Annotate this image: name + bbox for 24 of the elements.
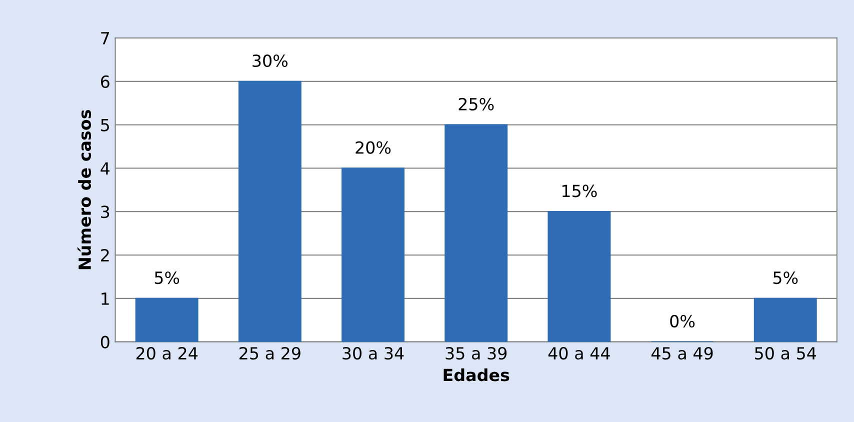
x-tick-label: 20 a 24 bbox=[136, 346, 198, 360]
y-tick-label: 7 bbox=[101, 32, 110, 44]
y-axis-title: Número de casos bbox=[77, 110, 92, 270]
annotation: 30% bbox=[252, 54, 288, 68]
y-tick-label: 2 bbox=[101, 248, 109, 262]
y-tick-label: 3 bbox=[101, 206, 110, 218]
annotation: 0% bbox=[670, 314, 695, 328]
y-tick-label: 1 bbox=[102, 292, 109, 305]
x-tick-label: 30 a 34 bbox=[342, 346, 404, 360]
annotation: 15% bbox=[562, 184, 597, 198]
y-tick-label: 6 bbox=[100, 75, 110, 88]
y-tick-label: 5 bbox=[101, 118, 109, 132]
x-tick-label: 35 a 39 bbox=[446, 346, 507, 360]
annotation: 5% bbox=[154, 271, 180, 284]
x-tick-label: 40 a 44 bbox=[548, 346, 610, 360]
y-tick-label: 0 bbox=[100, 336, 110, 348]
y-tick-label: 4 bbox=[100, 162, 110, 175]
x-tick-label: 50 a 54 bbox=[755, 346, 816, 360]
x-tick-label: 45 a 49 bbox=[651, 346, 713, 360]
annotation: 20% bbox=[356, 141, 391, 154]
x-axis-title: Edades bbox=[444, 368, 510, 382]
annotation: 25% bbox=[458, 98, 494, 110]
x-tick-label: 25 a 29 bbox=[240, 346, 300, 360]
annotation: 5% bbox=[773, 271, 798, 284]
